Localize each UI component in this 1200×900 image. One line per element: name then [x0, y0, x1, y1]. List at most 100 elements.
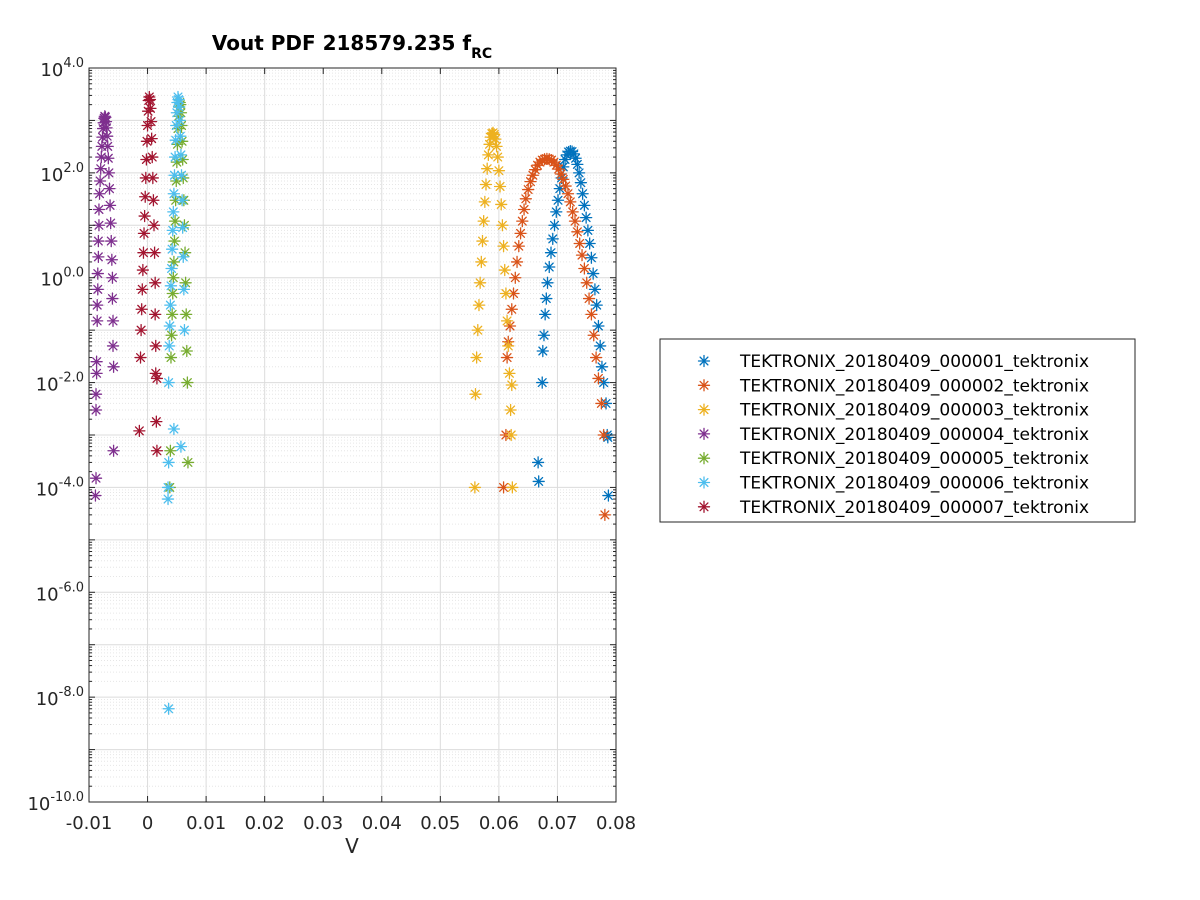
data-point	[146, 171, 159, 185]
y-tick-label-base: 10	[40, 270, 63, 291]
x-tick-label: 0.07	[537, 813, 577, 834]
data-point	[548, 219, 561, 232]
data-point	[166, 224, 179, 237]
data-point	[149, 339, 162, 353]
x-tick-label: 0.06	[479, 813, 519, 834]
legend-label: TEKTRONIX_20180409_000005_tektronix	[739, 449, 1089, 469]
data-point	[105, 234, 118, 248]
data-point	[522, 183, 535, 196]
data-point	[92, 234, 105, 248]
data-point	[147, 219, 161, 232]
y-tick-label-exponent: 2.0	[63, 161, 84, 176]
data-point	[103, 182, 116, 195]
legend-marker	[697, 500, 711, 513]
data-point	[559, 179, 572, 193]
data-point	[536, 344, 549, 358]
y-tick-label-base: 10	[36, 689, 59, 710]
x-tick-label: 0.08	[596, 813, 636, 834]
data-point	[168, 214, 182, 228]
data-point	[537, 329, 551, 342]
data-point	[179, 276, 192, 289]
data-point	[162, 456, 175, 469]
data-point	[592, 319, 605, 333]
data-point	[177, 283, 191, 296]
data-point	[481, 162, 494, 175]
data-point	[161, 481, 175, 494]
data-point	[506, 481, 519, 494]
data-point	[150, 444, 164, 457]
data-point	[92, 203, 106, 216]
chart-title: Vout PDF 218579.235 fRC	[212, 31, 492, 62]
x-tick-label: 0.01	[186, 813, 226, 834]
data-point	[135, 303, 148, 316]
data-point	[145, 132, 158, 145]
data-point	[469, 388, 482, 401]
y-tick-label: 102.0	[40, 161, 84, 186]
x-tick-label: -0.01	[66, 813, 113, 834]
series-6	[161, 90, 191, 715]
data-point	[107, 444, 120, 457]
y-tick-label-base: 10	[40, 165, 63, 186]
data-point	[553, 182, 566, 195]
data-point	[564, 195, 577, 208]
data-point	[500, 314, 514, 328]
data-point	[133, 424, 146, 437]
data-point	[587, 267, 600, 280]
data-point	[166, 287, 179, 300]
data-point	[507, 287, 520, 300]
y-tick-label-exponent: -4.0	[59, 475, 84, 490]
data-point	[561, 187, 575, 200]
series-4	[89, 110, 120, 502]
data-point	[531, 456, 545, 469]
data-point	[90, 367, 103, 380]
data-point	[572, 166, 586, 180]
data-point	[574, 176, 588, 189]
data-point	[514, 227, 527, 240]
data-point	[566, 205, 579, 219]
data-point	[505, 378, 518, 392]
data-point	[163, 319, 176, 333]
data-point	[578, 199, 591, 212]
data-point	[167, 205, 180, 219]
data-point	[164, 444, 177, 457]
data-point	[476, 234, 489, 248]
data-point	[149, 308, 162, 321]
y-tick-label: 100.0	[40, 266, 84, 291]
data-point	[167, 271, 180, 284]
data-point	[509, 271, 522, 284]
data-point	[582, 292, 596, 305]
data-point	[162, 376, 175, 389]
data-point	[540, 292, 553, 305]
data-point	[106, 339, 120, 353]
data-point	[482, 148, 495, 162]
legend-label: TEKTRONIX_20180409_000001_tektronix	[739, 352, 1089, 372]
y-tick-label-base: 10	[40, 60, 63, 81]
legend-entry: TEKTRONIX_20180409_000004_tektronix	[697, 425, 1089, 445]
legend-entry: TEKTRONIX_20180409_000006_tektronix	[697, 474, 1089, 494]
legend-marker	[697, 354, 711, 368]
data-point	[497, 239, 510, 253]
y-tick-label-base: 10	[36, 375, 59, 396]
data-point	[538, 308, 552, 321]
data-point	[90, 355, 103, 368]
chart-title-main: Vout PDF 218579.235 f	[212, 31, 472, 55]
data-point	[544, 246, 558, 259]
data-point	[165, 262, 178, 275]
legend-label: TEKTRONIX_20180409_000007_tektronix	[739, 498, 1089, 518]
data-point	[91, 298, 104, 312]
data-point	[571, 225, 584, 238]
data-point	[174, 130, 187, 143]
x-tick-label: 0.04	[362, 813, 402, 834]
data-point	[500, 351, 514, 364]
data-point	[134, 323, 148, 337]
data-point	[472, 298, 486, 312]
data-point	[505, 428, 518, 442]
legend-label: TEKTRONIX_20180409_000004_tektronix	[739, 425, 1089, 445]
data-point	[162, 702, 175, 715]
legend-entry: TEKTRONIX_20180409_000001_tektronix	[697, 352, 1089, 372]
series-7	[133, 90, 164, 457]
x-tick-label: 0.05	[420, 813, 460, 834]
plot-data	[89, 90, 615, 715]
data-point	[176, 153, 189, 166]
